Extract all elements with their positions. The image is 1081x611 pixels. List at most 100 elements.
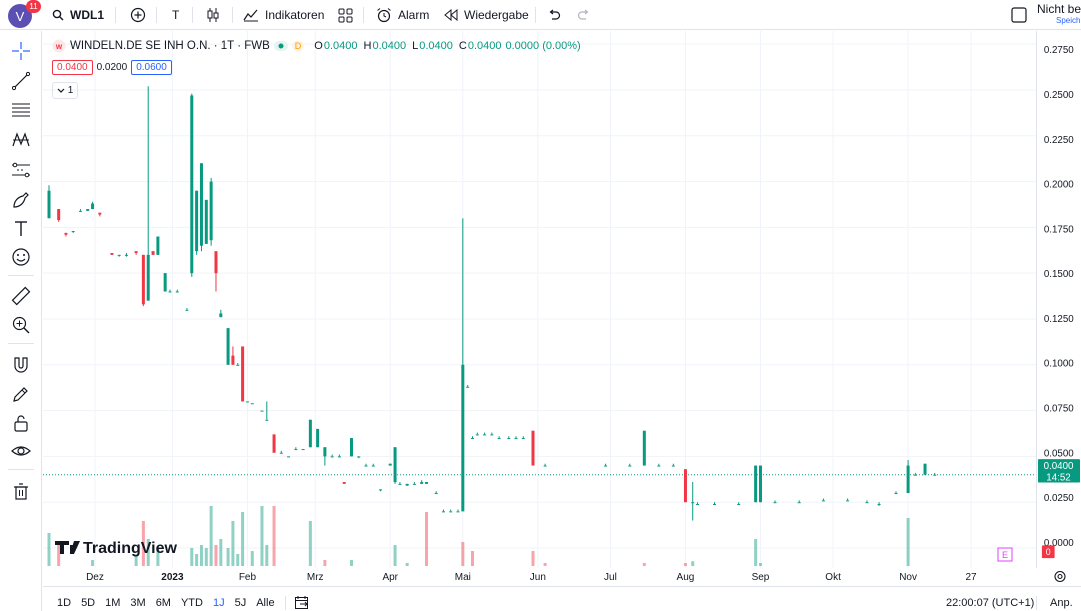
candle: [371, 463, 375, 467]
candle: [364, 463, 368, 467]
candle-body: [110, 253, 114, 255]
timeframe-5d[interactable]: 5D: [81, 596, 96, 609]
clock[interactable]: 22:00:07 (UTC+1): [946, 596, 1035, 609]
volume-bar: [226, 548, 230, 566]
price-chart[interactable]: TradingView E: [43, 31, 1036, 568]
volume-bar: [214, 545, 218, 566]
candle-body: [272, 434, 276, 453]
price-tick-label: 0.0500: [1044, 448, 1074, 459]
fib-tool[interactable]: [9, 98, 33, 122]
draw-mode-tool[interactable]: [9, 382, 33, 406]
trendline-tool[interactable]: [9, 69, 33, 93]
candle-body: [190, 95, 194, 274]
magnet-tool[interactable]: [9, 353, 33, 377]
candle: [342, 482, 346, 484]
candle-body: [260, 410, 264, 412]
ask-button[interactable]: 0.0600: [131, 60, 172, 75]
candle-body: [86, 209, 90, 211]
save-checkbox[interactable]: [1011, 0, 1027, 30]
timeframe-1j[interactable]: 1J: [212, 596, 225, 609]
icon-tool[interactable]: [9, 245, 33, 269]
divider: [1036, 596, 1037, 610]
undo-button[interactable]: [547, 0, 561, 30]
candle: [773, 500, 777, 504]
lock-tool[interactable]: [9, 411, 33, 435]
candle: [696, 502, 700, 506]
candle-body: [758, 465, 762, 503]
crosshair-tool[interactable]: [9, 39, 33, 63]
candle: [117, 254, 121, 257]
date-range-icon[interactable]: [294, 595, 310, 610]
market-status-icon[interactable]: [273, 40, 288, 52]
timeframe-alle[interactable]: Alle: [256, 596, 275, 609]
volume-tag: 0: [1041, 545, 1055, 559]
time-tick-label: Nov: [899, 572, 917, 583]
volume-bar: [308, 521, 312, 566]
delayed-badge[interactable]: D: [291, 41, 305, 51]
compare-symbol-button[interactable]: [130, 0, 146, 30]
earnings-marker[interactable]: E: [997, 547, 1013, 562]
candle: [350, 438, 353, 457]
candle: [865, 500, 869, 504]
timeframe-3m[interactable]: 3M: [130, 596, 146, 609]
candle-body: [350, 438, 353, 457]
timeframe-6m[interactable]: 6M: [155, 596, 171, 609]
candle: [86, 209, 90, 211]
zoom-tool[interactable]: [9, 313, 33, 337]
interval-label: T: [172, 8, 180, 22]
candle: [316, 428, 320, 448]
candle-body: [797, 502, 801, 504]
candle: [308, 419, 312, 448]
layouts-button[interactable]: [338, 0, 353, 30]
brush-tool[interactable]: [9, 188, 33, 212]
volume-bars: [47, 506, 910, 566]
pattern-tool[interactable]: [9, 128, 33, 152]
candle: [456, 509, 460, 513]
text-tool[interactable]: [9, 217, 33, 241]
timeframe-5j[interactable]: 5J: [234, 596, 247, 609]
candle: [497, 436, 501, 440]
candle-body: [279, 452, 283, 454]
spread-value: 0.0200: [96, 62, 128, 73]
indicators-button[interactable]: Indikatoren: [243, 0, 324, 30]
chart-type-button[interactable]: [206, 0, 220, 30]
price-axis[interactable]: 0.0000 0.0250 0.0500 0.0750 0.1000 0.1250 0.15…: [1036, 31, 1081, 568]
symbol-title[interactable]: WINDELN.DE SE INH O.N. · 1T · FWB: [70, 40, 270, 52]
time-axis[interactable]: Dez 2023 Feb Mrz Apr Mai Jun Jul Aug Sep Okt Nov 27: [43, 568, 1081, 585]
last-price-tag: 0.0400 14:52: [1037, 459, 1081, 484]
candle-body: [265, 419, 269, 421]
candle-body: [64, 232, 68, 235]
remove-drawings-tool[interactable]: [9, 480, 33, 504]
visibility-tool[interactable]: [9, 439, 33, 463]
prediction-tool[interactable]: [9, 158, 33, 182]
adjust-button[interactable]: Anp.: [1050, 596, 1073, 609]
timeframe-1d[interactable]: 1D: [57, 596, 72, 609]
alert-button[interactable]: Alarm: [376, 0, 429, 30]
redo-button[interactable]: [577, 0, 591, 30]
ruler-tool[interactable]: [9, 284, 33, 308]
candle-body: [696, 504, 700, 506]
bottom-toolbar: 1D 5D 1M 3M 6M YTD 1J 5J Alle 22:00:07 (UTC+1) A…: [43, 594, 1081, 611]
symbol-search[interactable]: WDL1: [52, 0, 104, 30]
time-tick-label: Mai: [455, 572, 471, 583]
bottom-divider: [43, 586, 1081, 587]
timeframe-ytd[interactable]: YTD: [180, 596, 203, 609]
replay-button[interactable]: Wiedergabe: [444, 0, 529, 30]
candle-body: [923, 463, 927, 475]
axis-settings-button[interactable]: [1054, 570, 1066, 583]
zoom-in-icon: [12, 316, 30, 334]
bid-button[interactable]: 0.0400: [52, 60, 93, 75]
candle-body: [301, 449, 305, 451]
volume-bar: [758, 563, 762, 566]
save-status[interactable]: Nicht be Speich: [1037, 3, 1081, 26]
legend-collapse-button[interactable]: 1: [52, 82, 78, 99]
candle: [461, 218, 465, 512]
candle: [514, 436, 518, 440]
volume-bar: [260, 506, 264, 566]
time-tick-label: Sep: [752, 572, 770, 583]
timeframe-1m[interactable]: 1M: [105, 596, 121, 609]
candle-body: [141, 254, 145, 305]
interval-button[interactable]: T: [172, 0, 179, 30]
avatar-letter: V: [15, 8, 25, 24]
